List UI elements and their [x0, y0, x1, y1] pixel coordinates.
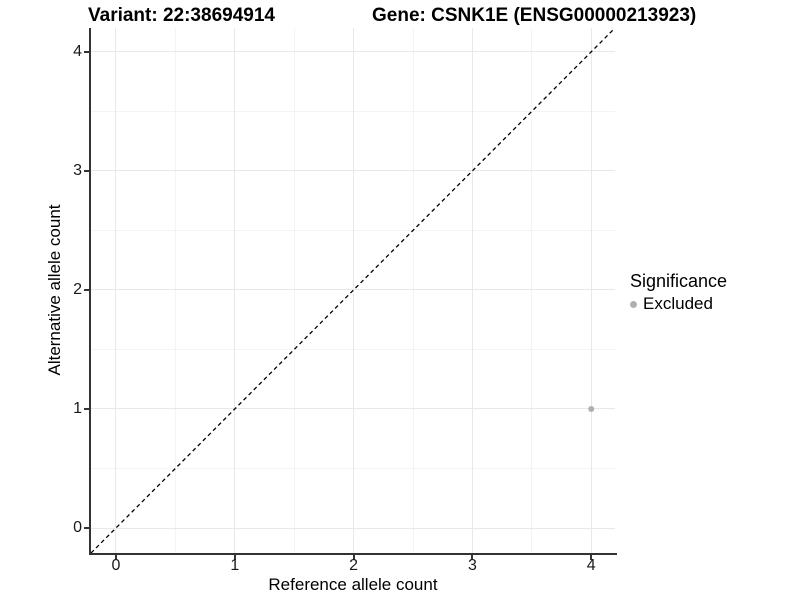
major-gridline-vertical — [590, 28, 592, 553]
x-axis-tick — [590, 555, 593, 560]
gene-title: Gene: CSNK1E (ENSG00000213923) — [372, 5, 697, 26]
y-axis-tick — [84, 169, 89, 172]
y-tick-label: 1 — [73, 399, 82, 417]
x-tick-label: 1 — [230, 557, 240, 574]
y-axis-tick — [84, 288, 89, 291]
plot-svg-layer — [91, 28, 615, 553]
minor-gridline-vertical — [531, 28, 533, 553]
x-axis-tick — [471, 555, 474, 560]
x-axis-tick — [114, 555, 117, 560]
x-axis-title: Reference allele count — [268, 575, 438, 594]
minor-gridline-vertical — [174, 28, 176, 553]
y-axis-tick — [84, 527, 89, 529]
major-gridline-vertical — [353, 28, 355, 553]
plot-panel — [91, 28, 615, 553]
y-tick-label: 4 — [73, 42, 82, 60]
major-gridline-vertical — [234, 28, 236, 553]
x-axis-tick — [233, 555, 236, 560]
major-gridline-horizontal — [91, 527, 615, 529]
y-axis-title: Alternative allele count — [45, 204, 64, 376]
legend-item-label: Excluded — [643, 294, 713, 313]
minor-gridline-vertical — [412, 28, 414, 553]
y-tick-label: 3 — [73, 161, 82, 179]
minor-gridline-horizontal — [91, 348, 615, 350]
y-tick-label: 2 — [73, 280, 82, 298]
y-axis-tick — [84, 50, 89, 53]
x-tick-label: 4 — [586, 557, 596, 574]
x-tick-label: 0 — [111, 557, 121, 574]
legend-point-icon — [630, 300, 637, 308]
legend-items: Excluded — [630, 294, 727, 314]
minor-gridline-vertical — [293, 28, 295, 553]
major-gridline-horizontal — [91, 51, 615, 53]
major-gridline-horizontal — [91, 408, 615, 410]
legend-item: Excluded — [630, 294, 727, 314]
data-point — [588, 405, 595, 412]
minor-gridline-horizontal — [91, 467, 615, 469]
major-gridline-vertical — [471, 28, 473, 553]
legend: Significance Excluded — [630, 271, 727, 314]
minor-gridline-horizontal — [91, 110, 615, 112]
legend-title: Significance — [630, 271, 728, 291]
major-gridline-horizontal — [91, 289, 615, 291]
y-tick-label: 0 — [73, 519, 82, 536]
major-gridline-vertical — [115, 28, 117, 553]
x-axis-tick — [352, 555, 355, 560]
x-axis-line — [89, 553, 617, 555]
minor-gridline-horizontal — [91, 229, 615, 231]
identity-dashed-line — [91, 28, 615, 553]
y-axis-tick — [84, 407, 89, 410]
y-axis-line — [89, 28, 91, 555]
x-tick-label: 3 — [467, 557, 477, 574]
variant-title: Variant: 22:38694914 — [88, 5, 275, 26]
x-tick-label: 2 — [349, 557, 359, 574]
major-gridline-horizontal — [91, 170, 615, 172]
